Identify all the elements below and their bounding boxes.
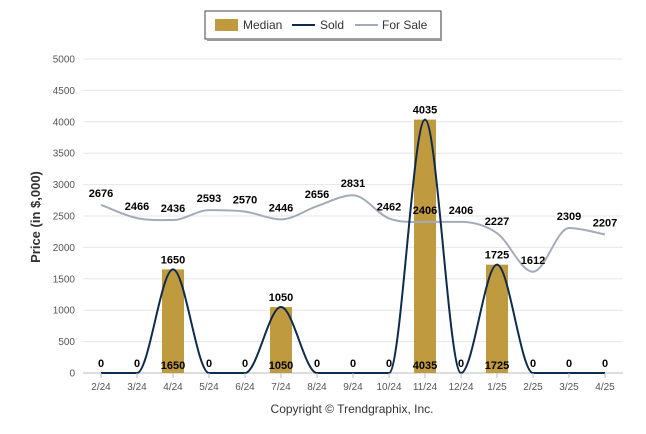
for-sale-data-label: 2227 <box>485 216 509 228</box>
y-tick-label: 3000 <box>53 180 76 191</box>
gridlines <box>83 58 623 374</box>
for-sale-data-label: 2446 <box>269 202 293 214</box>
y-tick-label: 1500 <box>53 274 76 285</box>
x-tick-label: 4/25 <box>595 382 615 393</box>
median-bar <box>270 307 292 373</box>
x-tick-label: 5/24 <box>199 382 219 393</box>
for-sale-data-label: 2570 <box>233 195 257 207</box>
for-sale-data-label: 1612 <box>521 255 545 267</box>
y-tick-label: 4500 <box>53 86 76 97</box>
sold-data-label: 0 <box>530 358 536 370</box>
legend-label-for-sale: For Sale <box>382 18 428 32</box>
y-axis-ticks: 0 500 1000 1500 2000 2500 3000 3500 4000 4500 5000 <box>53 55 76 380</box>
sold-line <box>101 118 605 375</box>
x-tick-label: 1/25 <box>487 382 507 393</box>
y-tick-label: 500 <box>58 337 75 348</box>
for-sale-data-label: 2831 <box>341 178 365 190</box>
legend-label-median: Median <box>243 18 282 32</box>
sold-data-label: 1650 <box>161 254 185 266</box>
for-sale-data-label: 2207 <box>593 217 617 229</box>
y-tick-label: 1000 <box>53 306 76 317</box>
sold-data-label: 0 <box>458 358 464 370</box>
x-tick-label: 7/24 <box>271 382 291 393</box>
for-sale-data-label: 2656 <box>305 189 329 201</box>
for-sale-data-label: 2593 <box>197 193 221 205</box>
for-sale-data-label: 2466 <box>125 201 149 213</box>
sold-data-label: 0 <box>314 358 320 370</box>
sold-data-label: 1725 <box>485 250 509 262</box>
median-bar <box>414 119 436 374</box>
median-data-label: 1725 <box>485 360 509 372</box>
sold-data-label: 0 <box>242 358 248 370</box>
series-lines <box>100 118 606 375</box>
x-tick-label: 9/24 <box>343 382 363 393</box>
y-tick-label: 3500 <box>53 149 76 160</box>
sold-data-label: 0 <box>206 358 212 370</box>
x-tick-label: 2/25 <box>523 382 543 393</box>
sold-data-label: 0 <box>350 358 356 370</box>
for-sale-data-label: 2406 <box>449 205 473 217</box>
y-axis-label: Price (in $,000) <box>28 171 43 263</box>
copyright-text: Copyright © Trendgraphix, Inc. <box>271 402 434 416</box>
x-tick-label: 6/24 <box>235 382 255 393</box>
y-tick-label: 2000 <box>53 243 76 254</box>
for-sale-line <box>100 194 606 273</box>
sold-data-label: 0 <box>134 358 140 370</box>
y-tick-label: 5000 <box>53 55 76 66</box>
sold-data-label: 0 <box>566 358 572 370</box>
x-tick-label: 12/24 <box>448 382 473 393</box>
for-sale-data-label: 2309 <box>557 211 581 223</box>
sold-data-label: 0 <box>98 358 104 370</box>
y-tick-label: 0 <box>69 369 75 380</box>
median-data-label: 1650 <box>161 360 185 372</box>
x-tick-label: 3/25 <box>559 382 579 393</box>
median-bars <box>162 119 508 374</box>
median-bar <box>486 264 508 373</box>
median-data-label: 1050 <box>269 360 293 372</box>
for-sale-data-label: 2436 <box>161 203 185 215</box>
for-sale-data-label: 2676 <box>89 188 113 200</box>
x-tick-label: 8/24 <box>307 382 327 393</box>
legend-swatch-median <box>215 19 238 31</box>
for-sale-data-label: 2406 <box>413 205 437 217</box>
sold-data-label: 4035 <box>413 105 437 117</box>
x-tick-label: 4/24 <box>163 382 183 393</box>
x-tick-label: 11/24 <box>413 382 438 393</box>
legend-label-sold: Sold <box>320 18 344 32</box>
x-tick-label: 2/24 <box>91 382 111 393</box>
median-bar <box>162 269 184 373</box>
sold-data-label: 1050 <box>269 292 293 304</box>
legend: Median Sold For Sale <box>204 10 442 41</box>
x-axis-ticks: 2/24 3/24 4/24 5/24 6/24 7/24 8/24 9/24 10/24 11/… <box>91 373 615 393</box>
sold-data-label: 0 <box>602 358 608 370</box>
x-tick-label: 10/24 <box>376 382 401 393</box>
data-labels: 2676 2466 2436 2593 2570 2446 2656 2831 2462 2406… <box>89 105 617 372</box>
x-tick-label: 3/24 <box>127 382 147 393</box>
sold-data-label: 0 <box>386 358 392 370</box>
median-data-label: 4035 <box>413 360 437 372</box>
y-tick-label: 4000 <box>53 117 76 128</box>
y-tick-label: 2500 <box>53 212 76 223</box>
for-sale-data-label: 2462 <box>377 201 401 213</box>
